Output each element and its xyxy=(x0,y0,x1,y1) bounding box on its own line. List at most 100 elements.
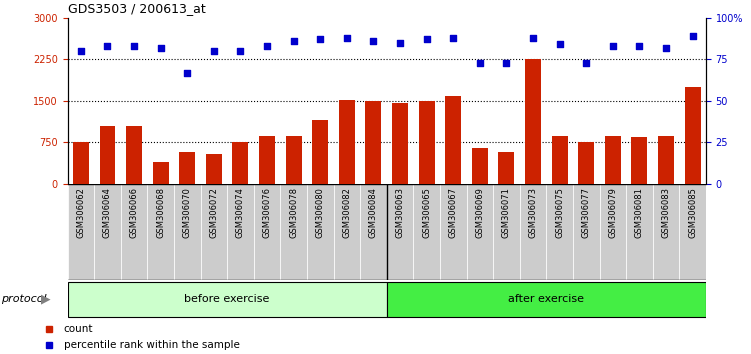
Bar xyxy=(552,136,568,184)
Bar xyxy=(121,184,147,280)
Text: GSM306077: GSM306077 xyxy=(582,187,591,238)
Point xyxy=(155,45,167,51)
Bar xyxy=(605,136,621,184)
Bar xyxy=(520,184,547,280)
Text: GSM306085: GSM306085 xyxy=(688,187,697,238)
Bar xyxy=(201,184,227,280)
Point xyxy=(474,60,486,65)
Text: protocol: protocol xyxy=(2,294,47,304)
Point xyxy=(553,41,566,47)
Bar xyxy=(547,184,573,280)
Bar xyxy=(685,87,701,184)
Bar xyxy=(653,184,680,280)
Point xyxy=(208,48,220,54)
Point xyxy=(101,43,113,49)
Bar xyxy=(387,184,413,280)
Bar xyxy=(307,184,333,280)
Bar xyxy=(152,162,169,184)
Bar xyxy=(254,184,280,280)
Text: GSM306081: GSM306081 xyxy=(635,187,644,238)
Bar xyxy=(499,152,514,184)
Text: GSM306080: GSM306080 xyxy=(315,187,324,238)
Text: GSM306070: GSM306070 xyxy=(182,187,192,238)
Bar xyxy=(174,184,201,280)
Point xyxy=(341,35,353,40)
Bar xyxy=(126,126,142,184)
Point xyxy=(633,43,645,49)
Bar xyxy=(68,282,387,316)
Bar xyxy=(632,137,647,184)
Bar xyxy=(206,154,222,184)
Text: GSM306066: GSM306066 xyxy=(130,187,139,238)
Point xyxy=(128,43,140,49)
Text: GSM306083: GSM306083 xyxy=(662,187,671,238)
Bar xyxy=(285,136,302,184)
Text: GSM306074: GSM306074 xyxy=(236,187,245,238)
Bar xyxy=(472,148,488,184)
Point xyxy=(500,60,512,65)
Bar xyxy=(360,184,387,280)
Bar xyxy=(445,96,461,184)
Bar xyxy=(573,184,599,280)
Text: after exercise: after exercise xyxy=(508,294,584,304)
Point xyxy=(448,35,460,40)
Bar xyxy=(419,101,435,184)
Point xyxy=(581,60,593,65)
Text: GSM306084: GSM306084 xyxy=(369,187,378,238)
Text: GSM306079: GSM306079 xyxy=(608,187,617,238)
Bar xyxy=(626,184,653,280)
Text: GSM306062: GSM306062 xyxy=(77,187,86,238)
Text: GSM306068: GSM306068 xyxy=(156,187,165,238)
Point xyxy=(75,48,87,54)
Bar xyxy=(99,126,116,184)
Bar xyxy=(147,184,174,280)
Point xyxy=(181,70,193,75)
Text: GSM306078: GSM306078 xyxy=(289,187,298,238)
Bar xyxy=(599,184,626,280)
Text: GSM306075: GSM306075 xyxy=(555,187,564,238)
Text: GSM306076: GSM306076 xyxy=(263,187,272,238)
Text: GSM306064: GSM306064 xyxy=(103,187,112,238)
Point xyxy=(421,36,433,42)
Bar xyxy=(259,136,275,184)
Bar xyxy=(312,120,328,184)
Bar xyxy=(466,184,493,280)
Bar xyxy=(73,142,89,184)
Bar xyxy=(233,142,249,184)
Text: GSM306082: GSM306082 xyxy=(342,187,351,238)
Text: GSM306063: GSM306063 xyxy=(396,187,405,238)
Bar xyxy=(387,282,706,316)
Point xyxy=(660,45,672,51)
Text: GSM306065: GSM306065 xyxy=(422,187,431,238)
Point xyxy=(607,43,619,49)
Bar xyxy=(440,184,466,280)
Bar xyxy=(179,152,195,184)
Text: count: count xyxy=(64,324,93,333)
Text: GSM306073: GSM306073 xyxy=(529,187,538,238)
Text: percentile rank within the sample: percentile rank within the sample xyxy=(64,340,240,350)
Point xyxy=(527,35,539,40)
Bar xyxy=(366,102,382,184)
Point xyxy=(234,48,246,54)
Bar xyxy=(578,142,594,184)
Text: GSM306071: GSM306071 xyxy=(502,187,511,238)
Bar xyxy=(493,184,520,280)
Bar xyxy=(339,99,354,184)
Point xyxy=(394,40,406,45)
Bar xyxy=(680,184,706,280)
Text: GSM306069: GSM306069 xyxy=(475,187,484,238)
Point xyxy=(314,36,326,42)
Point xyxy=(686,33,698,39)
Bar xyxy=(413,184,440,280)
Text: GDS3503 / 200613_at: GDS3503 / 200613_at xyxy=(68,2,205,15)
Text: GSM306072: GSM306072 xyxy=(210,187,219,238)
Text: GSM306067: GSM306067 xyxy=(449,187,458,238)
Bar xyxy=(227,184,254,280)
Point xyxy=(367,38,379,44)
Point xyxy=(288,38,300,44)
Bar xyxy=(392,103,408,184)
Bar xyxy=(68,184,94,280)
Bar xyxy=(525,59,541,184)
Bar xyxy=(280,184,307,280)
Point xyxy=(261,43,273,49)
